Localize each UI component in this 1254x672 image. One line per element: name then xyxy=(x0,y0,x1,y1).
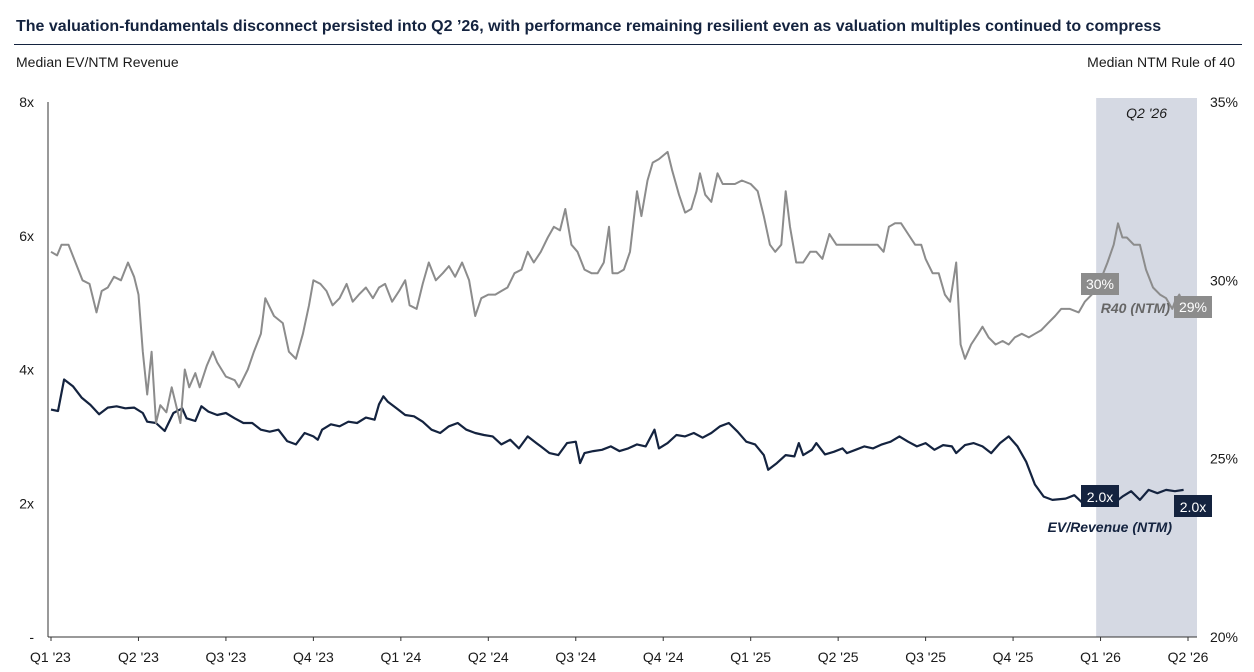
x-tick-label: Q1 '24 xyxy=(380,649,421,665)
ev-end-box xyxy=(1174,495,1212,517)
y-right-tick-label: 20% xyxy=(1210,629,1238,645)
x-tick-label: Q2 '23 xyxy=(118,649,159,665)
highlight-band xyxy=(1096,98,1197,637)
y-left-tick-label: - xyxy=(29,629,34,645)
r40-end-box xyxy=(1174,296,1212,318)
x-tick-label: Q1 '25 xyxy=(730,649,771,665)
y-right-tick-label: 30% xyxy=(1210,272,1238,288)
y-left-tick-label: 8x xyxy=(19,94,34,110)
ev-end-label: 2.0x xyxy=(1180,499,1206,515)
x-tick-label: Q4 '23 xyxy=(293,649,334,665)
x-tick-label: Q2 '24 xyxy=(468,649,509,665)
ev-marker-box xyxy=(1081,485,1119,507)
r40-marker-label: 30% xyxy=(1086,276,1114,292)
ev-series-label: EV/Revenue (NTM) xyxy=(1048,519,1173,535)
x-tick-label: Q4 '25 xyxy=(993,649,1034,665)
y-left-tick-label: 6x xyxy=(19,228,34,244)
ev-revenue-line xyxy=(50,378,1184,505)
r40-marker-box xyxy=(1081,273,1119,295)
y-right-tick-label: 35% xyxy=(1210,94,1238,110)
right-axis-title: Median NTM Rule of 40 xyxy=(1087,54,1235,70)
highlight-band-label: Q2 '26 xyxy=(1126,105,1167,121)
y-left-tick-label: 4x xyxy=(19,362,34,378)
x-tick-label: Q3 '24 xyxy=(555,649,596,665)
ev-marker-label: 2.0x xyxy=(1087,489,1113,505)
x-tick-label: Q3 '23 xyxy=(206,649,247,665)
x-tick-label: Q1 '23 xyxy=(30,649,71,665)
x-tick-label: Q1 '26 xyxy=(1080,649,1121,665)
r40-series-label: R40 (NTM) xyxy=(1101,300,1171,316)
x-tick-label: Q2 '26 xyxy=(1168,649,1209,665)
x-tick-label: Q4 '24 xyxy=(643,649,684,665)
x-tick-label: Q3 '25 xyxy=(905,649,946,665)
r40-end-label: 29% xyxy=(1179,299,1207,315)
title-divider xyxy=(14,44,1242,45)
chart-title: The valuation-fundamentals disconnect pe… xyxy=(16,18,1162,35)
left-axis-title: Median EV/NTM Revenue xyxy=(16,54,179,70)
x-tick-label: Q2 '25 xyxy=(818,649,859,665)
r40-line xyxy=(50,150,1185,424)
y-right-tick-label: 25% xyxy=(1210,451,1238,467)
y-left-tick-label: 2x xyxy=(19,495,34,511)
